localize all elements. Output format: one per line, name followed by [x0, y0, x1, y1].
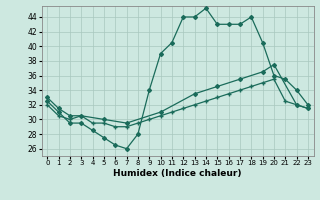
- X-axis label: Humidex (Indice chaleur): Humidex (Indice chaleur): [113, 169, 242, 178]
